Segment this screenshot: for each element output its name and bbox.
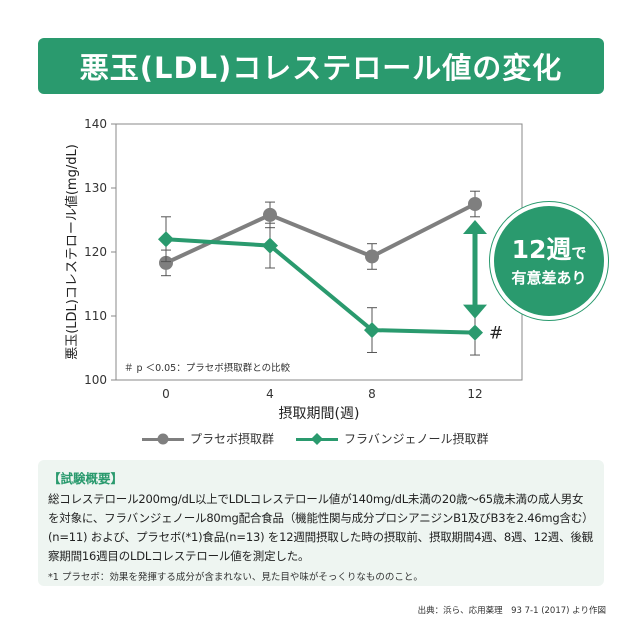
study-summary: 【試験概要】 総コレステロール200mg/dL以上でLDLコレステロール値が14… (38, 460, 604, 586)
data-point-treatment (364, 322, 380, 339)
difference-arrow-head-up (463, 220, 487, 234)
data-point-treatment (158, 231, 174, 248)
y-tick-label: 120 (84, 245, 107, 259)
legend-swatch-placebo (142, 432, 184, 446)
chart-title: 悪玉(LDL)コレステロール値の変化 (79, 51, 563, 85)
y-tick-label: 130 (84, 181, 107, 195)
legend-item-treatment: フラバンジェノール摂取群 (296, 430, 488, 447)
series-line-treatment (165, 237, 476, 335)
x-axis-label: 摂取期間(週) (279, 406, 360, 422)
x-tick-label: 8 (368, 387, 376, 401)
summary-body: 総コレステロール200mg/dL以上でLDLコレステロール値が140mg/dL未… (48, 492, 594, 563)
x-tick-label: 0 (162, 387, 170, 401)
series-line-placebo (165, 202, 476, 265)
summary-heading: 【試験概要】 (48, 471, 124, 486)
legend-swatch-treatment (296, 432, 338, 446)
x-tick-label: 4 (266, 387, 274, 401)
y-tick-label: 110 (84, 309, 107, 323)
data-point-treatment (262, 237, 278, 254)
badge-weeks-line: 12週で (512, 235, 587, 268)
legend: プラセボ摂取群 フラバンジェノール摂取群 (0, 430, 640, 446)
badge-particle: で (571, 243, 587, 262)
data-point-placebo (468, 197, 482, 211)
data-point-placebo (365, 249, 379, 264)
source-citation: 出典：浜ら、応用薬理 93 7-1 (2017) より作図 (417, 606, 606, 616)
legend-item-placebo: プラセボ摂取群 (142, 430, 274, 447)
y-axis-label: 悪玉(LDL)コレステロール値(mg/dL) (64, 144, 80, 360)
x-tick-label: 12 (467, 387, 482, 401)
legend-label-treatment: フラバンジェノール摂取群 (344, 432, 489, 446)
y-tick-label: 100 (84, 373, 107, 387)
data-point-placebo (263, 207, 277, 222)
ldl-line-chart: 100 110 120 130 140 0 4 8 12 摂取期間(週) 悪玉(LDL)コレステロー… (64, 117, 523, 422)
data-point-placebo (159, 255, 173, 270)
badge-weeks: 12週 (511, 234, 572, 264)
badge-text: 有意差あり (511, 268, 587, 287)
plot-footnote: ＃ p ＜0.05：プラセボ摂取群との比較 (124, 362, 291, 374)
plot-frame (115, 123, 523, 381)
y-tick-label: 140 (84, 117, 107, 131)
data-point-treatment (467, 324, 483, 341)
significance-mark: # (489, 324, 503, 344)
summary-note: *1 プラセボ：効果を発揮する成分が含まれない、見た目や味がそっくりなもののこと… (48, 572, 423, 583)
difference-arrow-head-down (463, 304, 487, 319)
legend-label-placebo: プラセボ摂取群 (190, 432, 275, 446)
significance-badge: 12週で 有意差あり (490, 202, 608, 320)
title-banner: 悪玉(LDL)コレステロール値の変化 (38, 38, 604, 94)
